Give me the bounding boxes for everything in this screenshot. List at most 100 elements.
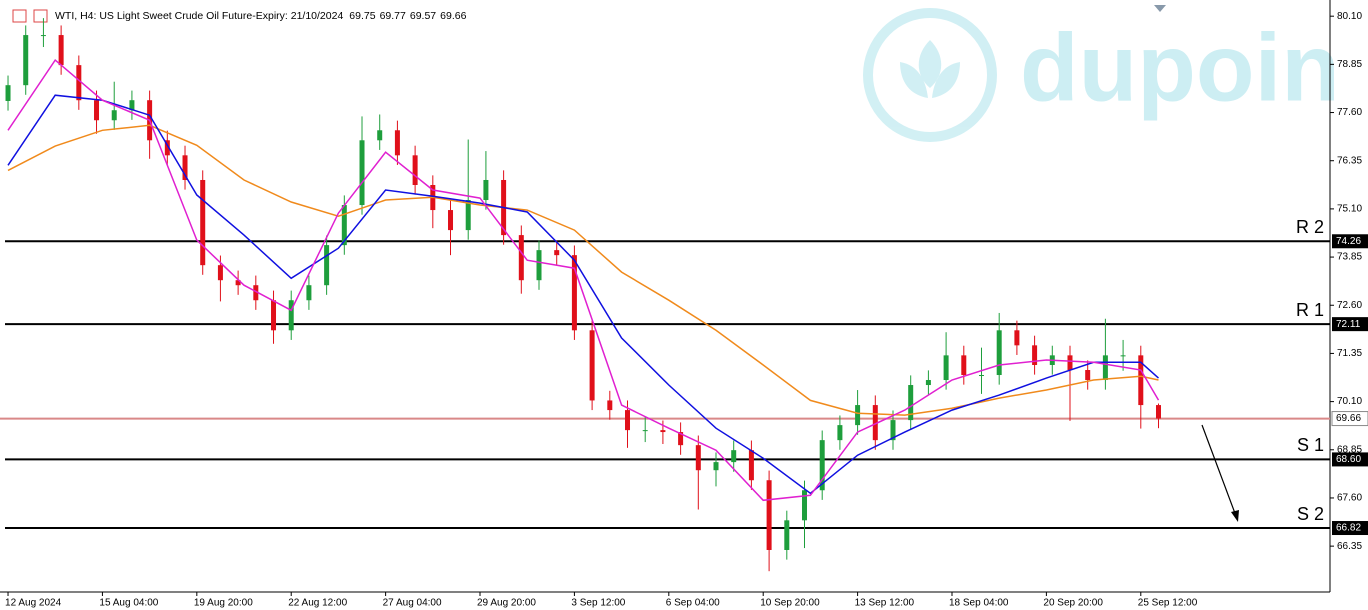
- x-tick-label: 19 Aug 20:00: [194, 598, 253, 609]
- x-tick-label: 12 Aug 2024: [5, 598, 62, 609]
- ohlc-value: 69.77: [380, 10, 406, 22]
- y-tick-label: 73.85: [1337, 252, 1362, 263]
- y-tick-label: 76.35: [1337, 155, 1362, 166]
- candle-body: [377, 130, 383, 141]
- x-tick-label: 15 Aug 04:00: [99, 598, 158, 609]
- moving-average: [7, 124, 1159, 416]
- candle-body: [766, 480, 772, 550]
- candle-body: [1085, 370, 1091, 381]
- x-tick-label: 20 Sep 20:00: [1043, 598, 1103, 609]
- x-tick-label: 13 Sep 12:00: [855, 598, 915, 609]
- candle-body: [695, 445, 701, 471]
- icon: [12, 9, 27, 23]
- candle-body: [40, 35, 46, 37]
- last-price-box: [1331, 411, 1368, 427]
- watermark: dupoin: [1020, 14, 1340, 121]
- candle-body: [554, 250, 560, 256]
- candle-body: [271, 300, 277, 331]
- candle-body: [76, 65, 82, 101]
- arrow-head: [1231, 510, 1239, 522]
- x-tick-label: 10 Sep 20:00: [760, 598, 820, 609]
- header: WTI, H4: US Light Sweet Crude Oil Future…: [55, 10, 467, 22]
- candle-body: [1120, 355, 1126, 357]
- candle-body: [359, 140, 365, 206]
- forecast-arrow: [1201, 424, 1239, 522]
- candle-body: [1155, 405, 1161, 419]
- candle-body: [235, 280, 241, 286]
- level-price-label: 74.26: [1336, 236, 1361, 247]
- y-tick-label: 68.85: [1337, 444, 1362, 455]
- level-price-box: [1332, 234, 1368, 249]
- candle-body: [129, 100, 135, 111]
- candle-body: [1067, 355, 1073, 370]
- x-tick-label: 22 Aug 12:00: [288, 598, 347, 609]
- y-tick-label: 77.60: [1337, 107, 1362, 118]
- logo-leaf: [900, 40, 960, 98]
- y-tick-label: 71.35: [1337, 348, 1362, 359]
- candle-body: [819, 440, 825, 491]
- candle-body: [571, 255, 577, 331]
- candle-body: [855, 405, 861, 426]
- candle-body: [996, 330, 1002, 376]
- candle-body: [872, 405, 878, 441]
- logo-ring: [863, 8, 997, 142]
- y-tick-label: 75.10: [1337, 204, 1362, 215]
- candle-body: [288, 300, 294, 331]
- candle-body: [518, 235, 524, 281]
- level-price-box: [1332, 317, 1368, 332]
- watermark-logo: [863, 8, 997, 142]
- candle-body: [394, 130, 400, 156]
- level-price-label: 66.82: [1336, 523, 1361, 534]
- x-tick-label: 25 Sep 12:00: [1138, 598, 1198, 609]
- y-tick-label: 67.60: [1337, 493, 1362, 504]
- candle-body: [837, 425, 843, 441]
- shift-marker: [1154, 5, 1166, 12]
- level-price-box: [1332, 521, 1368, 536]
- level-price-box: [1332, 452, 1368, 467]
- candle-body: [253, 285, 259, 301]
- candle-body: [802, 490, 808, 521]
- candle-body: [660, 430, 666, 433]
- candle-body: [5, 85, 11, 101]
- candle-body: [341, 205, 347, 246]
- level-price-label: 68.60: [1336, 454, 1361, 465]
- candle-body: [465, 200, 471, 231]
- x-tick-label: 29 Aug 20:00: [477, 598, 536, 609]
- candle-body: [978, 375, 984, 377]
- candle-body: [412, 155, 418, 185]
- icon: [33, 9, 48, 23]
- y-tick-label: 80.10: [1337, 11, 1362, 22]
- x-tick-label: 6 Sep 04:00: [666, 598, 720, 609]
- y-tick-label: 66.35: [1337, 541, 1362, 552]
- y-tick-label: 78.85: [1337, 59, 1362, 70]
- candle-body: [324, 245, 330, 286]
- last-price-label: 69.66: [1336, 413, 1361, 424]
- candle-body: [217, 265, 223, 281]
- candle-body: [943, 355, 949, 381]
- candle-body: [961, 355, 967, 376]
- candle-body: [448, 210, 454, 231]
- x-tick-label: 3 Sep 12:00: [571, 598, 625, 609]
- candle-body: [200, 179, 206, 266]
- candle-body: [1138, 355, 1144, 406]
- x-tick-label: 27 Aug 04:00: [383, 598, 442, 609]
- candle-body: [713, 462, 719, 471]
- level-name: R 2: [1296, 217, 1324, 237]
- ohlc-value: 69.57: [410, 10, 436, 22]
- ohlc-value: 69.75: [349, 10, 375, 22]
- level-price-label: 72.11: [1336, 319, 1361, 330]
- y-tick-label: 72.60: [1337, 300, 1362, 311]
- x-tick-label: 18 Sep 04:00: [949, 598, 1009, 609]
- candle-body: [784, 520, 790, 550]
- candle-body: [306, 285, 312, 301]
- candle-body: [589, 330, 595, 401]
- candles: [5, 18, 1161, 572]
- candle-body: [483, 179, 489, 201]
- level-name: S 2: [1297, 504, 1324, 524]
- candle-body: [748, 450, 754, 481]
- candle-body: [536, 250, 542, 281]
- candle-body: [642, 430, 648, 432]
- moving-average: [7, 94, 1159, 495]
